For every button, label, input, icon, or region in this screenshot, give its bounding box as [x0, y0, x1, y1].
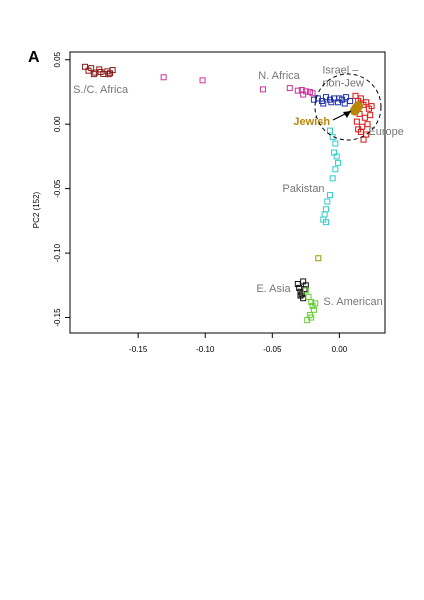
point — [315, 255, 322, 262]
point — [321, 211, 328, 218]
point — [294, 87, 301, 94]
point — [324, 198, 331, 205]
point — [332, 166, 339, 173]
point — [305, 293, 312, 300]
point — [286, 85, 293, 92]
point — [308, 314, 315, 321]
point — [322, 206, 329, 213]
y-tick-label: 0.05 — [53, 51, 62, 67]
point — [336, 95, 343, 102]
annotation: Europe — [368, 126, 403, 138]
x-tick-label: -0.10 — [196, 345, 215, 354]
panel-label: A — [28, 49, 40, 66]
point — [363, 99, 370, 106]
point — [312, 300, 319, 307]
point — [301, 286, 308, 293]
point — [300, 91, 307, 98]
point — [320, 100, 327, 107]
y-tick-label: -0.05 — [53, 179, 62, 198]
point — [300, 278, 307, 285]
x-tick-label: -0.05 — [263, 345, 282, 354]
point — [328, 99, 335, 106]
point — [364, 121, 371, 128]
y-axis-label: PC2 (152) — [32, 191, 41, 228]
y-tick-label: -0.10 — [53, 243, 62, 262]
point — [329, 175, 336, 182]
point — [333, 153, 340, 160]
highlight-circle — [314, 73, 382, 141]
point — [97, 68, 104, 75]
annotation: E. Asia — [256, 283, 291, 295]
point — [343, 94, 350, 101]
point — [349, 105, 360, 116]
point — [105, 71, 112, 78]
point — [368, 103, 375, 110]
point — [90, 71, 97, 78]
point — [259, 86, 266, 93]
plot-frame — [69, 51, 386, 334]
point — [355, 126, 362, 133]
x-tick-label: -0.15 — [129, 345, 148, 354]
y-tick-label: 0.00 — [53, 116, 62, 132]
point — [353, 118, 360, 125]
point — [109, 67, 116, 74]
point — [302, 287, 309, 294]
y-tick-label: -0.15 — [53, 308, 62, 327]
point — [308, 299, 315, 306]
annotation: Pakistan — [282, 183, 324, 195]
point — [352, 92, 359, 99]
point — [335, 159, 342, 166]
point — [310, 96, 317, 103]
point — [341, 100, 348, 107]
point — [367, 112, 374, 119]
point — [88, 65, 95, 72]
annotation: N. Africa — [258, 70, 300, 82]
point — [160, 74, 167, 81]
point — [309, 90, 316, 97]
point — [310, 306, 317, 313]
point — [326, 127, 333, 134]
arrow-head — [343, 111, 351, 118]
annotation: S. American — [323, 296, 382, 308]
point — [357, 95, 364, 102]
annotation: Jewish — [293, 116, 330, 128]
point — [297, 292, 304, 299]
point — [361, 114, 368, 121]
x-tick-label: 0.00 — [332, 345, 348, 354]
point — [332, 140, 339, 147]
point — [360, 136, 367, 143]
point — [82, 63, 89, 70]
point — [322, 219, 329, 226]
point — [199, 77, 206, 84]
annotation: non-Jew — [322, 77, 364, 89]
annotation: S./C. Africa — [73, 84, 129, 96]
point — [326, 192, 333, 199]
